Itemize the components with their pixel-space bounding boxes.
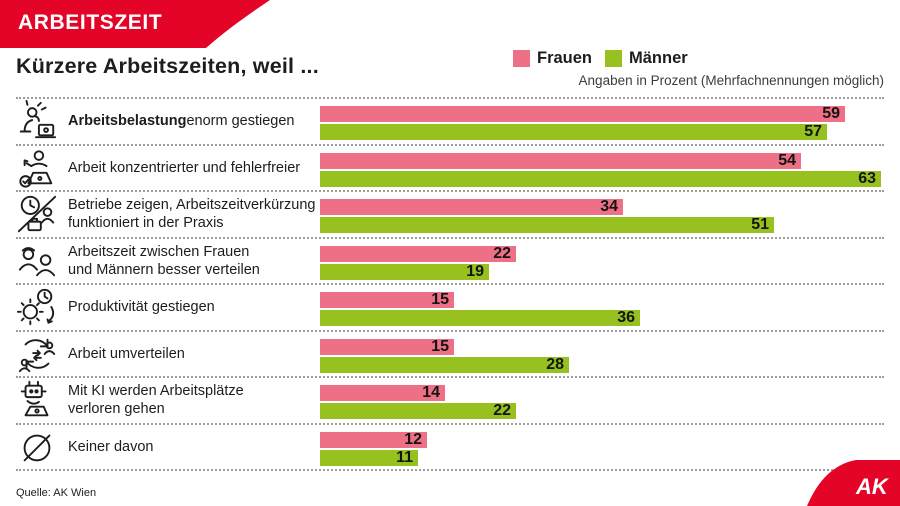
chart-row: Betriebe zeigen, Arbeitszeitverkürzung f… [16, 190, 884, 237]
bar-value: 19 [466, 262, 484, 280]
bar-frauen: 34 [320, 199, 623, 215]
bar-group: 15 36 [320, 285, 884, 330]
bar-value: 34 [600, 198, 618, 215]
bar-group: 22 19 [320, 239, 884, 284]
legend-label-maenner: Männer [629, 49, 688, 67]
bar-maenner: 57 [320, 124, 827, 140]
ak-logo-text: AK [855, 474, 890, 499]
bar-maenner: 28 [320, 355, 569, 373]
banner-shape [0, 0, 270, 48]
bar-value: 36 [617, 309, 635, 326]
bar-maenner: 63 [320, 169, 881, 187]
category-label: Arbeit konzentrierter und fehlerfreier [68, 159, 301, 176]
bar-value: 22 [493, 244, 511, 262]
category-label: Keiner davon [68, 438, 154, 455]
frauen-color-swatch [513, 50, 530, 67]
legend-item-maenner: Männer [605, 49, 688, 68]
chart-row: Arbeitszeit zwischen Frauen und Männern … [16, 236, 884, 284]
bar-value: 14 [422, 384, 440, 401]
gender-share-icon [16, 239, 68, 284]
chart-row: Keiner davon 12 11 [16, 422, 884, 470]
bar-frauen: 15 [320, 292, 454, 308]
ai-robot-icon [16, 378, 68, 423]
page-title: Kürzere Arbeitszeiten, weil ... [16, 54, 319, 78]
bar-value: 59 [822, 105, 840, 122]
bar-maenner: 11 [320, 448, 418, 466]
bar-group: 14 22 [320, 378, 884, 423]
chart-note: Angaben in Prozent (Mehrfachnennungen mö… [578, 73, 884, 88]
chart-row: Arbeit umverteilen 15 28 [16, 329, 884, 377]
bar-value: 11 [396, 448, 413, 466]
bar-group: 12 11 [320, 425, 884, 470]
category-label: Arbeit umverteilen [68, 345, 185, 362]
bar-group: 15 28 [320, 332, 884, 377]
bar-group: 59 57 [320, 99, 884, 144]
chart-legend: Frauen Männer [513, 49, 688, 68]
bar-group: 34 51 [320, 192, 884, 237]
bar-maenner: 51 [320, 217, 774, 233]
legend-item-frauen: Frauen [513, 49, 592, 68]
bar-maenner: 19 [320, 262, 489, 280]
bar-frauen: 14 [320, 385, 445, 401]
category-label: Produktivität gestiegen [68, 299, 215, 316]
workload-icon [16, 99, 68, 144]
bar-maenner: 22 [320, 403, 516, 419]
ak-logo: AK [807, 460, 900, 506]
bar-value: 57 [804, 123, 822, 140]
bar-value: 51 [751, 216, 769, 233]
practice-clock-icon [16, 192, 68, 237]
bar-frauen: 59 [320, 106, 845, 122]
chart-row: Produktivität gestiegen 15 36 [16, 283, 884, 330]
topic-banner: ARBEITSZEIT [0, 0, 300, 48]
category-label: Mit KI werden Arbeitsplätze verloren geh… [68, 383, 244, 418]
productivity-icon [16, 285, 68, 330]
bar-chart: Arbeitsbelastung enorm gestiegen 59 57 A… [16, 97, 884, 471]
bar-value: 12 [404, 430, 422, 448]
bar-value: 28 [546, 355, 564, 373]
bar-frauen: 15 [320, 337, 454, 355]
bar-frauen: 12 [320, 430, 427, 448]
bar-value: 54 [778, 151, 796, 169]
category-label: Arbeitsbelastung enorm gestiegen [68, 113, 295, 130]
banner-label: ARBEITSZEIT [18, 11, 163, 34]
bar-frauen: 54 [320, 151, 801, 169]
bar-value: 15 [431, 337, 449, 355]
accuracy-icon [16, 146, 68, 191]
bar-frauen: 22 [320, 244, 516, 262]
chart-row: Mit KI werden Arbeitsplätze verloren geh… [16, 376, 884, 423]
none-icon [16, 425, 68, 470]
bar-group: 54 63 [320, 146, 884, 191]
bar-maenner: 36 [320, 310, 640, 326]
bar-value: 22 [493, 402, 511, 419]
legend-label-frauen: Frauen [537, 49, 593, 67]
chart-row: Arbeit konzentrierter und fehlerfreier 5… [16, 143, 884, 191]
category-label: Arbeitszeit zwischen Frauen und Männern … [68, 243, 260, 278]
bar-value: 15 [431, 291, 449, 308]
source-note: Quelle: AK Wien [16, 487, 97, 499]
chart-row: Arbeitsbelastung enorm gestiegen 59 57 [16, 97, 884, 144]
category-label: Betriebe zeigen, Arbeitszeitverkürzung f… [68, 197, 316, 232]
maenner-color-swatch [605, 50, 623, 67]
redistribute-icon [16, 332, 68, 377]
bar-value: 63 [858, 169, 876, 187]
